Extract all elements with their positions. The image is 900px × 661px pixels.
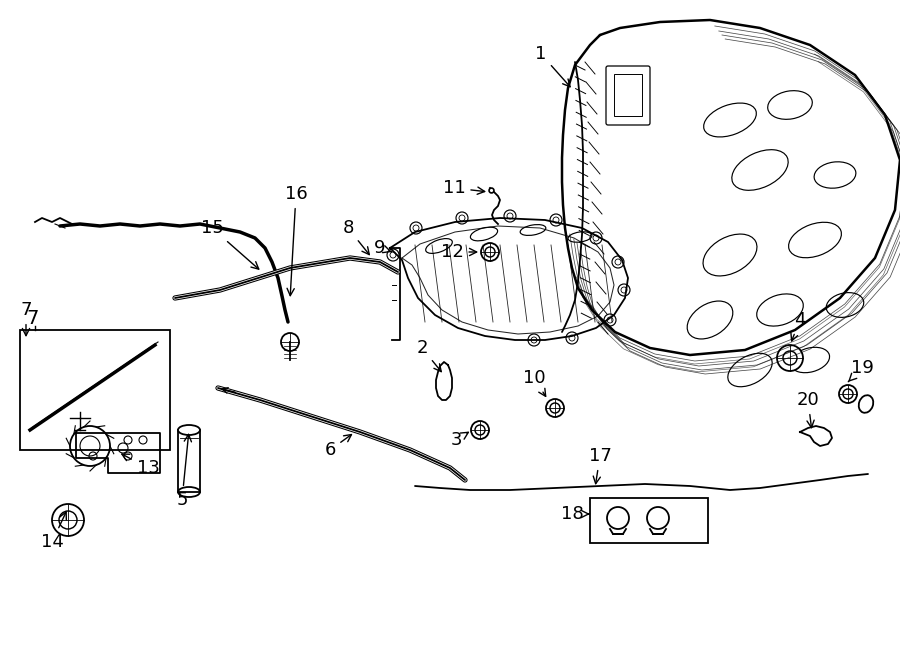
Text: 4: 4 (791, 311, 806, 341)
Text: 6: 6 (324, 434, 352, 459)
Circle shape (387, 249, 399, 261)
Bar (590, 498, 708, 543)
Circle shape (471, 421, 489, 439)
Text: 2: 2 (416, 339, 441, 371)
Text: 13: 13 (122, 454, 159, 477)
Circle shape (281, 333, 299, 351)
Text: 7: 7 (26, 309, 39, 327)
Text: 20: 20 (796, 391, 819, 428)
Text: 19: 19 (848, 359, 873, 382)
Circle shape (618, 284, 630, 296)
Bar (614, 74, 642, 116)
Text: 8: 8 (342, 219, 369, 254)
Circle shape (550, 214, 562, 226)
Circle shape (456, 212, 468, 224)
Circle shape (504, 210, 516, 222)
Circle shape (590, 232, 602, 244)
Text: 17: 17 (589, 447, 611, 484)
Text: 11: 11 (443, 179, 485, 197)
Text: 5: 5 (176, 434, 192, 509)
Circle shape (546, 399, 564, 417)
Text: 7: 7 (20, 301, 32, 336)
Text: 14: 14 (40, 512, 67, 551)
Text: 16: 16 (284, 185, 308, 295)
Bar (178, 430, 200, 492)
Text: 15: 15 (201, 219, 258, 269)
Circle shape (52, 504, 84, 536)
Text: 9: 9 (374, 239, 392, 257)
Circle shape (566, 332, 578, 344)
Text: 10: 10 (523, 369, 545, 397)
Text: 18: 18 (561, 505, 590, 523)
Text: 12: 12 (441, 243, 477, 261)
Circle shape (604, 314, 616, 326)
Circle shape (612, 256, 624, 268)
Ellipse shape (178, 425, 200, 435)
Text: 1: 1 (536, 45, 570, 87)
Text: 3: 3 (450, 431, 468, 449)
Circle shape (410, 222, 422, 234)
Circle shape (839, 385, 857, 403)
Circle shape (777, 345, 803, 371)
Bar (20, 330, 170, 450)
Circle shape (528, 334, 540, 346)
Circle shape (481, 243, 499, 261)
